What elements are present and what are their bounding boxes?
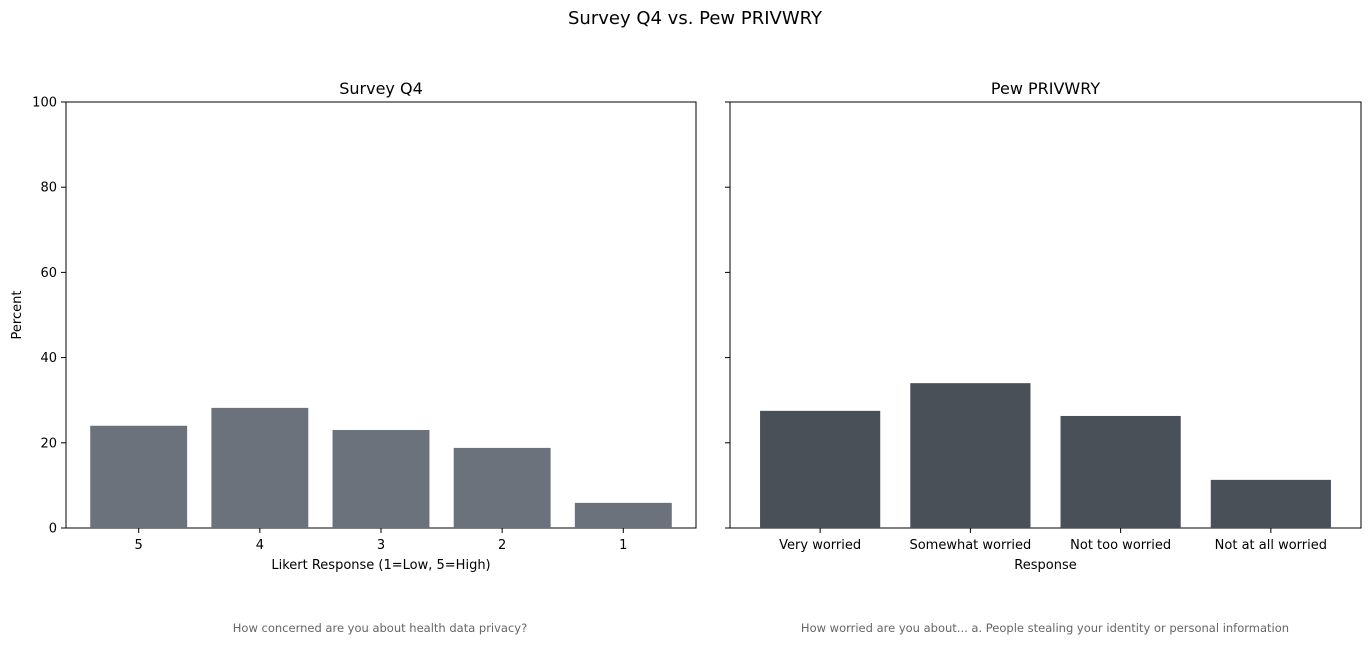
x-tick-label: Not at all worried <box>1215 538 1327 553</box>
panel-caption: How worried are you about... a. People s… <box>801 621 1289 635</box>
subplot-title: Survey Q4 <box>339 79 423 98</box>
y-tick-label: 80 <box>40 181 57 196</box>
y-tick-label: 100 <box>32 96 57 111</box>
bar-somewhat-worried <box>910 383 1031 528</box>
axes-frame <box>729 101 1362 529</box>
bar-3 <box>332 430 430 528</box>
bar-very-worried <box>760 410 881 528</box>
figure-suptitle: Survey Q4 vs. Pew PRIVWRY <box>568 8 823 29</box>
x-tick-label: 4 <box>256 538 264 553</box>
bar-4 <box>211 407 309 528</box>
x-tick-label: 1 <box>619 538 627 553</box>
x-tick-label: 5 <box>135 538 143 553</box>
y-tick-label: 40 <box>40 351 57 366</box>
bar-not-too-worried <box>1060 415 1181 528</box>
survey-q4-panel: Survey Q4 0 20 40 60 80 100 Percent 5 4 3 2 1 Likert … <box>10 79 697 635</box>
x-tick-label: 3 <box>377 538 385 553</box>
x-tick-label: Somewhat worried <box>909 538 1031 553</box>
y-tick-label: 20 <box>40 436 57 451</box>
x-tick-label: Very worried <box>779 538 861 553</box>
y-tick-label: 60 <box>40 266 57 281</box>
bar-2 <box>453 447 551 528</box>
x-tick-label: 2 <box>498 538 506 553</box>
x-axis-label: Likert Response (1=Low, 5=High) <box>271 558 490 573</box>
x-tick-label: Not too worried <box>1070 538 1171 553</box>
bar-1 <box>574 502 672 528</box>
panel-caption: How concerned are you about health data … <box>233 621 527 635</box>
y-tick-label: 0 <box>49 522 57 537</box>
subplot-title: Pew PRIVWRY <box>991 79 1100 98</box>
y-axis-label: Percent <box>10 291 25 340</box>
bar-5 <box>90 425 188 528</box>
x-axis-label: Response <box>1014 558 1076 573</box>
bar-not-at-all-worried <box>1210 479 1331 528</box>
pew-privwry-panel: Pew PRIVWRY Very worried Somewhat worried N… <box>725 79 1362 635</box>
